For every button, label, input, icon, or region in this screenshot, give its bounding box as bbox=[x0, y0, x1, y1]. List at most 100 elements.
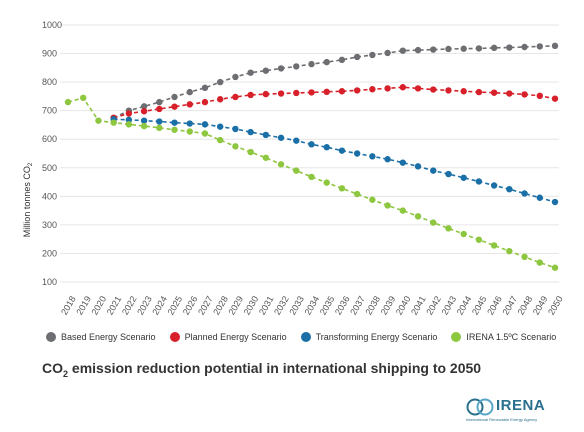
data-point bbox=[201, 98, 209, 106]
x-tick-label: 2025 bbox=[166, 294, 185, 316]
data-point bbox=[140, 117, 148, 124]
data-point bbox=[551, 95, 559, 102]
data-point bbox=[475, 236, 483, 243]
data-point bbox=[384, 202, 391, 209]
y-tick-label: 700 bbox=[42, 106, 57, 116]
data-point bbox=[186, 88, 193, 96]
data-point bbox=[353, 53, 361, 61]
data-point bbox=[399, 84, 407, 91]
data-point bbox=[186, 101, 193, 108]
data-point bbox=[110, 119, 117, 126]
data-point bbox=[369, 86, 376, 93]
data-point bbox=[125, 110, 133, 117]
data-point bbox=[262, 67, 270, 74]
data-point bbox=[338, 56, 346, 64]
data-point bbox=[171, 103, 178, 110]
x-tick-label: 2036 bbox=[333, 294, 352, 316]
data-point bbox=[293, 63, 300, 70]
data-point bbox=[521, 253, 528, 261]
x-tick-label: 2031 bbox=[257, 294, 276, 316]
data-point bbox=[430, 219, 437, 226]
data-point bbox=[353, 87, 361, 94]
data-point bbox=[445, 225, 452, 232]
data-point bbox=[460, 230, 467, 238]
legend-item: Based Energy Scenario bbox=[46, 332, 156, 342]
data-point bbox=[95, 117, 102, 124]
legend-label: Planned Energy Scenario bbox=[184, 332, 287, 342]
legend-swatch bbox=[46, 332, 56, 342]
x-tick-label: 2019 bbox=[74, 294, 93, 316]
legend-label: IRENA 1.5ºC Scenario bbox=[466, 332, 557, 342]
x-tick-label: 2034 bbox=[303, 294, 322, 316]
chart-legend: Based Energy Scenario Planned Energy Scen… bbox=[46, 332, 556, 342]
data-point bbox=[323, 88, 330, 96]
data-point bbox=[414, 85, 422, 92]
data-point bbox=[156, 98, 163, 106]
legend-item: IRENA 1.5ºC Scenario bbox=[451, 332, 556, 342]
data-point bbox=[171, 126, 178, 133]
data-point bbox=[140, 108, 148, 115]
data-point bbox=[460, 88, 467, 95]
data-point bbox=[293, 89, 300, 97]
y-tick-label: 500 bbox=[42, 163, 57, 173]
y-axis-ticks: 100 200 300 400 500 600 700 800 900 1000 bbox=[42, 20, 62, 287]
y-tick-label: 1000 bbox=[42, 20, 62, 30]
data-point bbox=[308, 60, 315, 68]
x-tick-label: 2028 bbox=[211, 294, 230, 316]
logo-text: IRENA bbox=[496, 397, 546, 414]
x-tick-label: 2030 bbox=[242, 294, 261, 316]
x-tick-label: 2042 bbox=[424, 294, 443, 316]
series-lines bbox=[67, 45, 556, 269]
data-point bbox=[232, 125, 239, 133]
data-point bbox=[445, 87, 452, 94]
data-point bbox=[186, 128, 193, 135]
data-point bbox=[490, 89, 498, 96]
x-tick-label: 2043 bbox=[440, 294, 459, 316]
data-point bbox=[277, 90, 285, 97]
data-point bbox=[490, 44, 498, 52]
legend-label: Based Energy Scenario bbox=[61, 332, 156, 342]
logo-subtext: International Renewable Energy Agency bbox=[466, 417, 538, 422]
series-points bbox=[64, 42, 559, 271]
y-tick-label: 900 bbox=[42, 49, 57, 59]
x-tick-label: 2023 bbox=[135, 294, 154, 316]
data-point bbox=[490, 182, 498, 189]
data-point bbox=[506, 90, 513, 97]
data-point bbox=[232, 73, 239, 81]
data-point bbox=[247, 91, 254, 99]
x-tick-label: 2035 bbox=[318, 294, 337, 316]
data-point bbox=[460, 174, 467, 181]
data-point bbox=[475, 178, 483, 185]
data-point bbox=[323, 179, 330, 186]
data-point bbox=[521, 43, 528, 51]
data-point bbox=[262, 154, 270, 161]
data-point bbox=[277, 65, 285, 72]
x-tick-label: 2033 bbox=[287, 294, 306, 316]
data-point bbox=[201, 130, 209, 137]
data-point bbox=[521, 190, 528, 197]
x-tick-label: 2020 bbox=[90, 294, 109, 316]
x-tick-label: 2041 bbox=[409, 294, 428, 316]
data-point bbox=[308, 141, 315, 148]
data-point bbox=[384, 85, 391, 92]
x-tick-label: 2044 bbox=[455, 294, 474, 316]
series-line bbox=[67, 96, 556, 269]
data-point bbox=[80, 94, 87, 102]
y-tick-label: 800 bbox=[42, 77, 57, 87]
legend-item: Planned Energy Scenario bbox=[169, 332, 287, 342]
x-tick-label: 2037 bbox=[348, 294, 367, 316]
data-point bbox=[216, 123, 224, 130]
data-point bbox=[247, 128, 254, 136]
x-tick-label: 2026 bbox=[181, 294, 200, 316]
x-axis-ticks: 2018201920202021202220232024202520262027… bbox=[59, 294, 565, 316]
data-point bbox=[156, 105, 163, 113]
data-point bbox=[338, 88, 346, 95]
data-point bbox=[338, 185, 346, 192]
data-point bbox=[506, 44, 513, 51]
legend-item: Transforming Energy Scenario bbox=[300, 332, 437, 342]
data-point bbox=[384, 49, 391, 57]
data-point bbox=[430, 46, 437, 53]
legend-swatch bbox=[169, 332, 180, 342]
data-point bbox=[171, 119, 178, 126]
data-point bbox=[293, 167, 300, 174]
